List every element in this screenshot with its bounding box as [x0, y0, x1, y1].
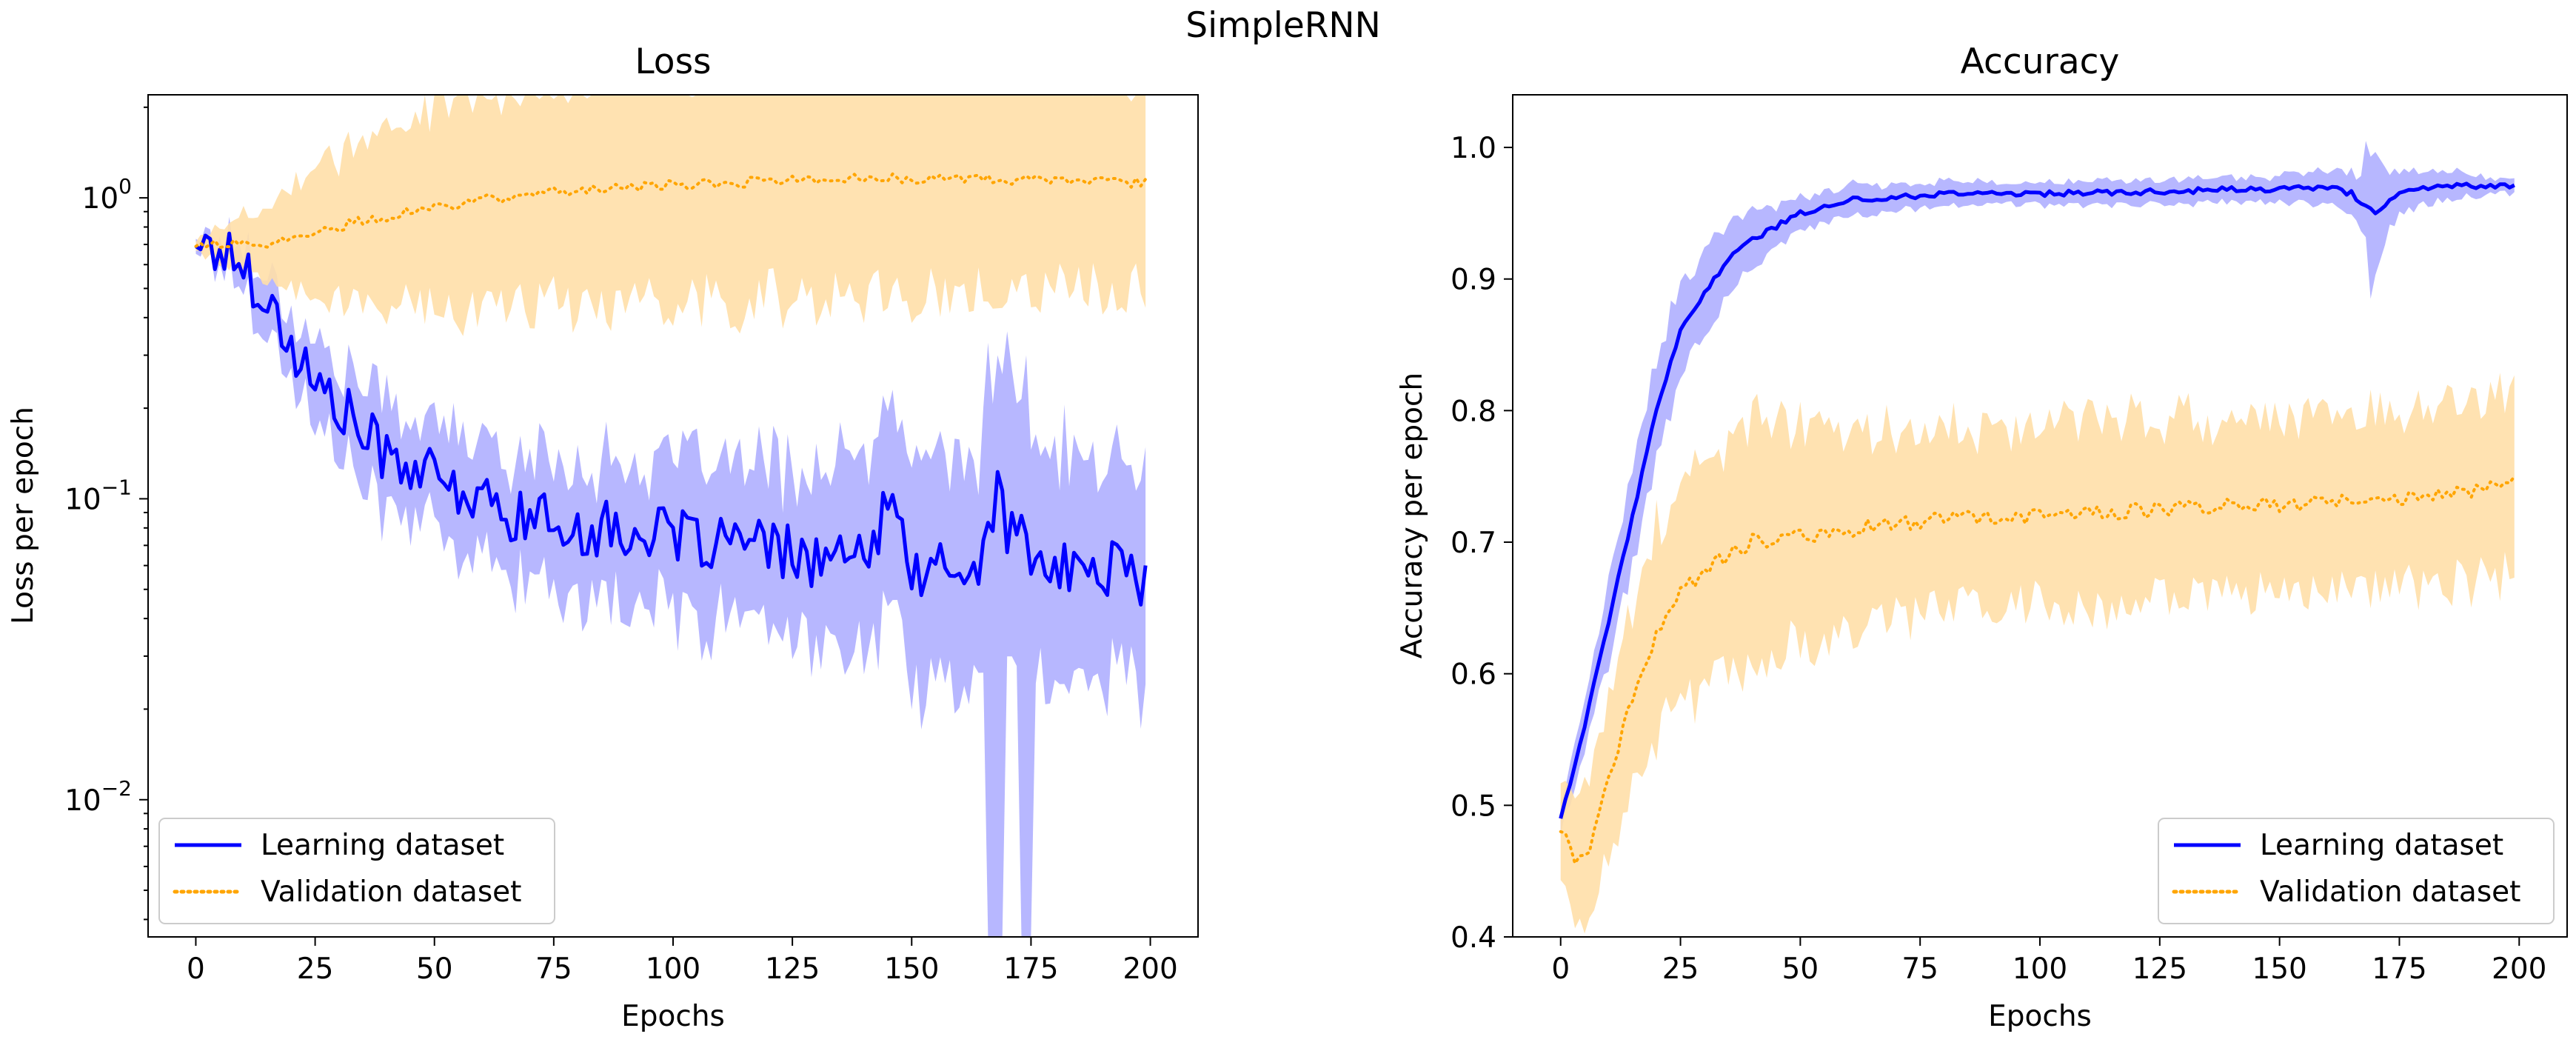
accuracy-y-tick-label: 0.7: [1451, 527, 1496, 560]
accuracy-learning-line: [1559, 181, 2515, 819]
loss-y-axis-label: Loss per epoch: [7, 407, 40, 624]
loss-x-tick-label: 100: [646, 952, 700, 986]
loss-legend-box: [158, 818, 555, 924]
accuracy-x-tick-label: 75: [1901, 952, 1938, 986]
loss-y-tick-label: 10−2: [64, 776, 132, 818]
accuracy-x-tick-label: 0: [1551, 952, 1570, 986]
accuracy-y-tick-label: 0.5: [1451, 790, 1496, 823]
accuracy-y-ticks: 0.4 0.5 0.6 0.7 0.8 0.9 1.0: [1451, 132, 1513, 955]
loss-validation-band: [195, 95, 1146, 336]
loss-x-ticks: 0 25 50 75 100 125 150 175 200: [187, 937, 1178, 986]
accuracy-x-tick-label: 25: [1662, 952, 1699, 986]
loss-x-axis-label: Epochs: [621, 1000, 725, 1033]
accuracy-x-tick-label: 50: [1782, 952, 1819, 986]
loss-legend-learning-label: Learning dataset: [261, 829, 504, 862]
loss-x-tick-label: 0: [187, 952, 205, 986]
loss-x-tick-label: 200: [1123, 952, 1177, 986]
loss-legend: Learning dataset Validation dataset: [158, 818, 555, 924]
loss-chart-title: Loss: [635, 41, 711, 82]
accuracy-legend-learning-label: Learning dataset: [2260, 829, 2503, 862]
accuracy-legend: Learning dataset Validation dataset: [2158, 818, 2555, 924]
accuracy-y-tick-label: 0.9: [1451, 264, 1496, 297]
loss-y-tick-label: 100: [82, 174, 132, 216]
loss-validation-line: [194, 172, 1148, 250]
accuracy-validation-line: [1559, 475, 2516, 865]
loss-x-tick-label: 50: [416, 952, 453, 986]
accuracy-x-tick-label: 175: [2372, 952, 2426, 986]
loss-x-tick-label: 75: [535, 952, 572, 986]
loss-lines: [194, 172, 1148, 607]
accuracy-x-tick-label: 100: [2013, 952, 2067, 986]
loss-bands: [195, 95, 1146, 937]
accuracy-x-tick-label: 150: [2252, 952, 2306, 986]
loss-x-tick-label: 150: [884, 952, 939, 986]
accuracy-x-axis-label: Epochs: [1988, 1000, 2092, 1033]
accuracy-legend-validation-label: Validation dataset: [2260, 875, 2520, 909]
loss-learning-band: [195, 216, 1146, 937]
loss-x-tick-label: 125: [765, 952, 820, 986]
accuracy-x-tick-label: 200: [2492, 952, 2546, 986]
accuracy-y-axis-label: Accuracy per epoch: [1396, 373, 1429, 658]
loss-y-tick-label: 10−1: [64, 475, 132, 516]
accuracy-chart-title: Accuracy: [1961, 41, 2120, 82]
accuracy-y-tick-label: 1.0: [1451, 132, 1496, 165]
accuracy-x-ticks: 0 25 50 75 100 125 150 175 200: [1551, 937, 2546, 986]
loss-legend-validation-label: Validation dataset: [261, 875, 521, 909]
accuracy-bands: [1560, 141, 2515, 934]
accuracy-y-tick-label: 0.4: [1451, 921, 1496, 955]
loss-x-tick-label: 175: [1003, 952, 1058, 986]
accuracy-x-tick-label: 125: [2132, 952, 2187, 986]
loss-x-tick-label: 25: [297, 952, 334, 986]
accuracy-y-tick-label: 0.8: [1451, 395, 1496, 428]
loss-chart: Loss 0 25 50 75 100 125 150 175 200 10010−110−2 …: [7, 41, 1199, 1033]
loss-learning-line: [195, 231, 1148, 607]
loss-y-ticks: 100 10−1 10−2: [64, 106, 148, 921]
accuracy-chart: Accuracy 0 25 50 75 100 125 150 175 200 0.40.50.…: [1396, 41, 2568, 1033]
figure-suptitle: SimpleRNN: [1185, 5, 1380, 46]
accuracy-y-tick-label: 0.6: [1451, 658, 1496, 692]
accuracy-lines: [1559, 181, 2516, 865]
accuracy-legend-box: [2158, 818, 2555, 924]
accuracy-validation-band: [1560, 373, 2515, 934]
